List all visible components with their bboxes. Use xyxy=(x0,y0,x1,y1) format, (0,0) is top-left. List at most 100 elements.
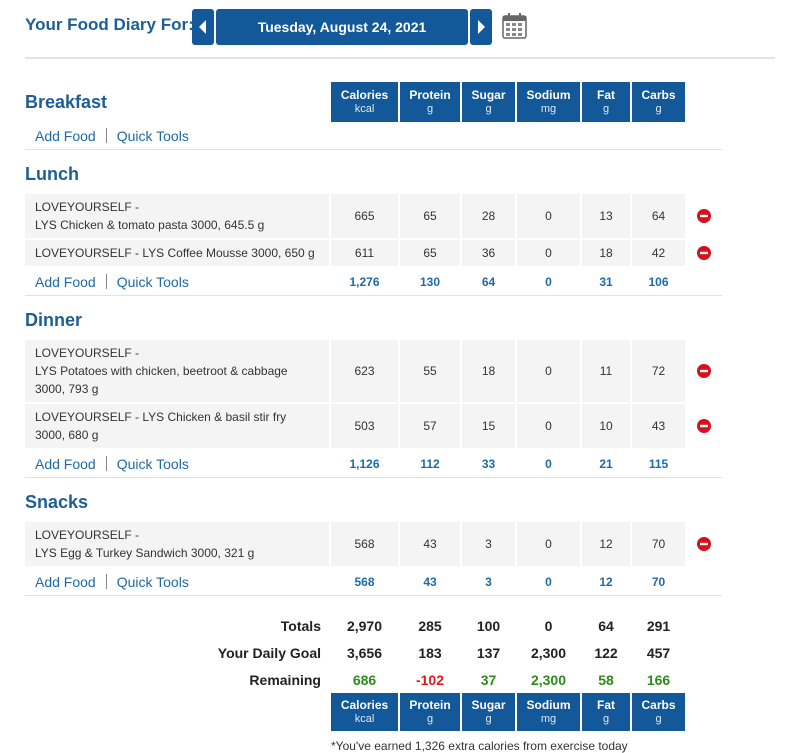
quick-tools-link[interactable]: Quick Tools xyxy=(116,573,189,590)
column-header: Carbs g xyxy=(632,82,687,122)
delete-icon[interactable] xyxy=(696,537,711,551)
column-name: Calories xyxy=(340,698,389,712)
meal-total: 1,276 xyxy=(331,268,400,295)
food-name-line: LOVEYOURSELF - xyxy=(35,200,140,214)
food-entry: LOVEYOURSELF - LYS Coffee Mousse 3000, 6… xyxy=(25,240,722,266)
food-name: LOVEYOURSELF - LYS Egg & Turkey Sandwich … xyxy=(25,522,331,566)
calendar-icon[interactable] xyxy=(502,13,527,39)
nutrient-value: 65 xyxy=(400,240,462,266)
food-entry: LOVEYOURSELF - LYS Chicken & basil stir … xyxy=(25,404,722,448)
column-unit: kcal xyxy=(354,103,375,115)
column-unit: g xyxy=(485,713,492,725)
nutrient-value: 36 xyxy=(462,240,517,266)
summary-value: -102 xyxy=(400,666,462,693)
food-entry: LOVEYOURSELF - LYS Egg & Turkey Sandwich … xyxy=(25,522,722,566)
meal-actions: Add Food Quick Tools xyxy=(25,122,331,149)
meal-total: 130 xyxy=(400,268,462,295)
meal-total: 33 xyxy=(462,450,517,477)
column-header: Sodium mg xyxy=(517,693,582,731)
column-header: Calories kcal xyxy=(331,82,400,122)
summary-value: 686 xyxy=(331,666,400,693)
nutrient-value: 0 xyxy=(517,194,582,238)
summary-value: 137 xyxy=(462,639,517,666)
delete-icon[interactable] xyxy=(696,419,711,433)
meal-title: Dinner xyxy=(25,309,83,330)
meal-total: 21 xyxy=(582,450,632,477)
column-header: Fat g xyxy=(582,693,632,731)
quick-tools-link[interactable]: Quick Tools xyxy=(116,127,189,144)
column-unit: g xyxy=(602,103,610,115)
column-name: Protein xyxy=(409,88,451,102)
nutrient-value: 0 xyxy=(517,240,582,266)
summary-value: 183 xyxy=(400,639,462,666)
meal-total: 1,126 xyxy=(331,450,400,477)
food-name-line: LYS Egg & Turkey Sandwich 3000, 321 g xyxy=(35,546,255,560)
column-name: Fat xyxy=(597,88,615,102)
food-name: LOVEYOURSELF - LYS Chicken & basil stir … xyxy=(25,404,331,448)
quick-tools-link[interactable]: Quick Tools xyxy=(116,273,189,290)
column-unit: g xyxy=(485,103,492,115)
food-name-line: LYS Potatoes with chicken, beetroot & ca… xyxy=(35,364,288,396)
summary-row: Your Daily Goal 3,656 183 137 2,300 122 457 xyxy=(25,639,722,666)
food-entry: LOVEYOURSELF - LYS Potatoes with chicken,… xyxy=(25,340,722,402)
nutrient-value: 11 xyxy=(582,340,632,402)
meal-actions-row: Add Food Quick Tools 1,126 112 33 0 21 115 xyxy=(25,450,722,478)
meal-actions: Add Food Quick Tools xyxy=(25,268,331,295)
nutrient-value: 568 xyxy=(331,522,400,566)
column-unit: mg xyxy=(540,713,557,725)
column-name: Sodium xyxy=(526,88,571,102)
meal-title: Snacks xyxy=(25,491,89,512)
diary-table: Breakfast Calories kcal Protein g Sugar g Sodiu… xyxy=(25,82,722,753)
delete-icon[interactable] xyxy=(696,364,711,378)
date[interactable]: Tuesday, August 24, 2021 xyxy=(216,9,468,45)
add-food-link[interactable]: Add Food xyxy=(35,127,96,144)
column-header: Sugar g xyxy=(462,693,517,731)
next-day[interactable] xyxy=(470,9,492,45)
nutrient-value: 57 xyxy=(400,404,462,448)
summary-value: 285 xyxy=(400,612,462,639)
meal-title-row: Dinner xyxy=(25,296,722,340)
column-name: Fat xyxy=(597,698,615,712)
nutrient-value: 611 xyxy=(331,240,400,266)
nutrient-value: 28 xyxy=(462,194,517,238)
column-name: Protein xyxy=(409,698,451,712)
summary-value: 2,970 xyxy=(331,612,400,639)
arrow-right xyxy=(478,20,485,34)
meal-title-row: Snacks xyxy=(25,478,722,522)
meal-total: 70 xyxy=(632,568,687,595)
separator xyxy=(105,128,107,143)
separator xyxy=(105,456,107,471)
delete-cell xyxy=(687,340,722,402)
column-name: Sodium xyxy=(526,698,571,712)
nutrient-value: 15 xyxy=(462,404,517,448)
divider xyxy=(25,57,775,59)
meal-total: 43 xyxy=(400,568,462,595)
delete-icon[interactable] xyxy=(696,246,711,260)
add-food-link[interactable]: Add Food xyxy=(35,455,96,472)
nutrient-value: 12 xyxy=(582,522,632,566)
food-entry: LOVEYOURSELF - LYS Chicken & tomato pasta… xyxy=(25,194,722,238)
delete-icon[interactable] xyxy=(696,209,711,223)
column-header-row: Calories kcal Protein g Sugar g Sodium mg Fat g Ca… xyxy=(25,693,722,731)
meal-total: 0 xyxy=(517,568,582,595)
food-name: LOVEYOURSELF - LYS Coffee Mousse 3000, 6… xyxy=(25,240,331,266)
meal-total: 31 xyxy=(582,268,632,295)
prev-day[interactable] xyxy=(192,9,214,45)
food-name-line: LOVEYOURSELF - LYS Chicken & basil stir … xyxy=(35,410,287,442)
meal-total: 0 xyxy=(517,268,582,295)
column-header: Protein g xyxy=(400,693,462,731)
quick-tools-link[interactable]: Quick Tools xyxy=(116,455,189,472)
summary-label: Your Daily Goal xyxy=(217,644,321,661)
delete-cell xyxy=(687,194,722,238)
nutrient-value: 55 xyxy=(400,340,462,402)
add-food-link[interactable]: Add Food xyxy=(35,273,96,290)
meal-total: 106 xyxy=(632,268,687,295)
food-name: LOVEYOURSELF - LYS Chicken & tomato pasta… xyxy=(25,194,331,238)
summary: Totals 2,970 285 100 0 64 291 Your Daily Goal 3,… xyxy=(25,612,722,731)
column-header: Fat g xyxy=(582,82,632,122)
add-food-link[interactable]: Add Food xyxy=(35,573,96,590)
summary-value: 166 xyxy=(632,666,687,693)
food-name-line: LYS Chicken & tomato pasta 3000, 645.5 g xyxy=(35,218,265,232)
column-unit: kcal xyxy=(354,713,375,725)
